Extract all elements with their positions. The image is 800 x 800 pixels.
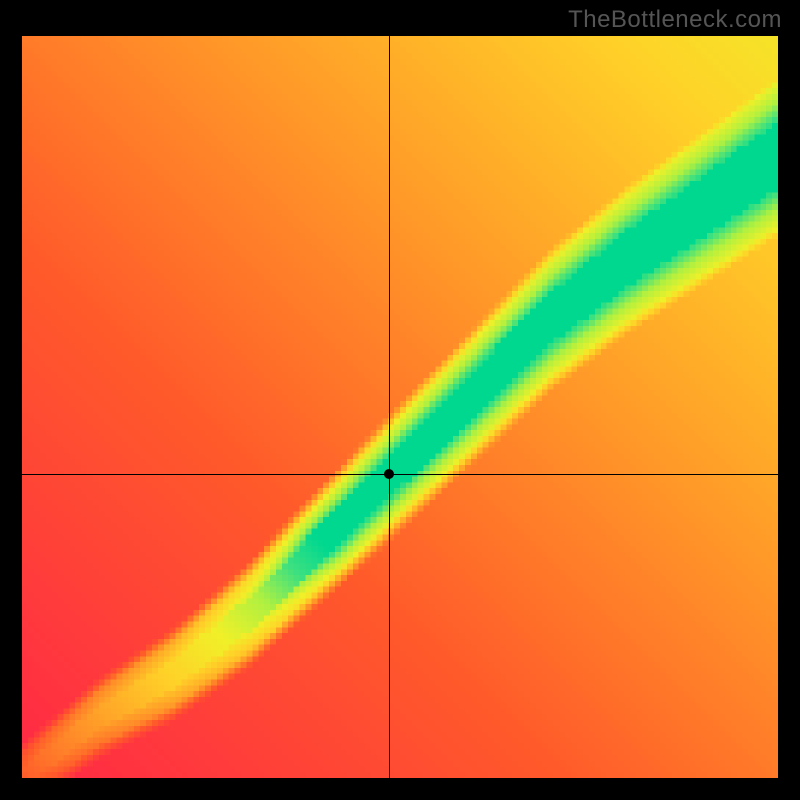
marker-dot [384, 469, 394, 479]
crosshair-vertical [389, 36, 390, 778]
crosshair-horizontal [22, 474, 778, 475]
watermark-text: TheBottleneck.com [568, 6, 782, 34]
chart-container: TheBottleneck.com [0, 0, 800, 800]
heatmap-plot [22, 36, 778, 778]
heatmap-canvas [22, 36, 778, 778]
